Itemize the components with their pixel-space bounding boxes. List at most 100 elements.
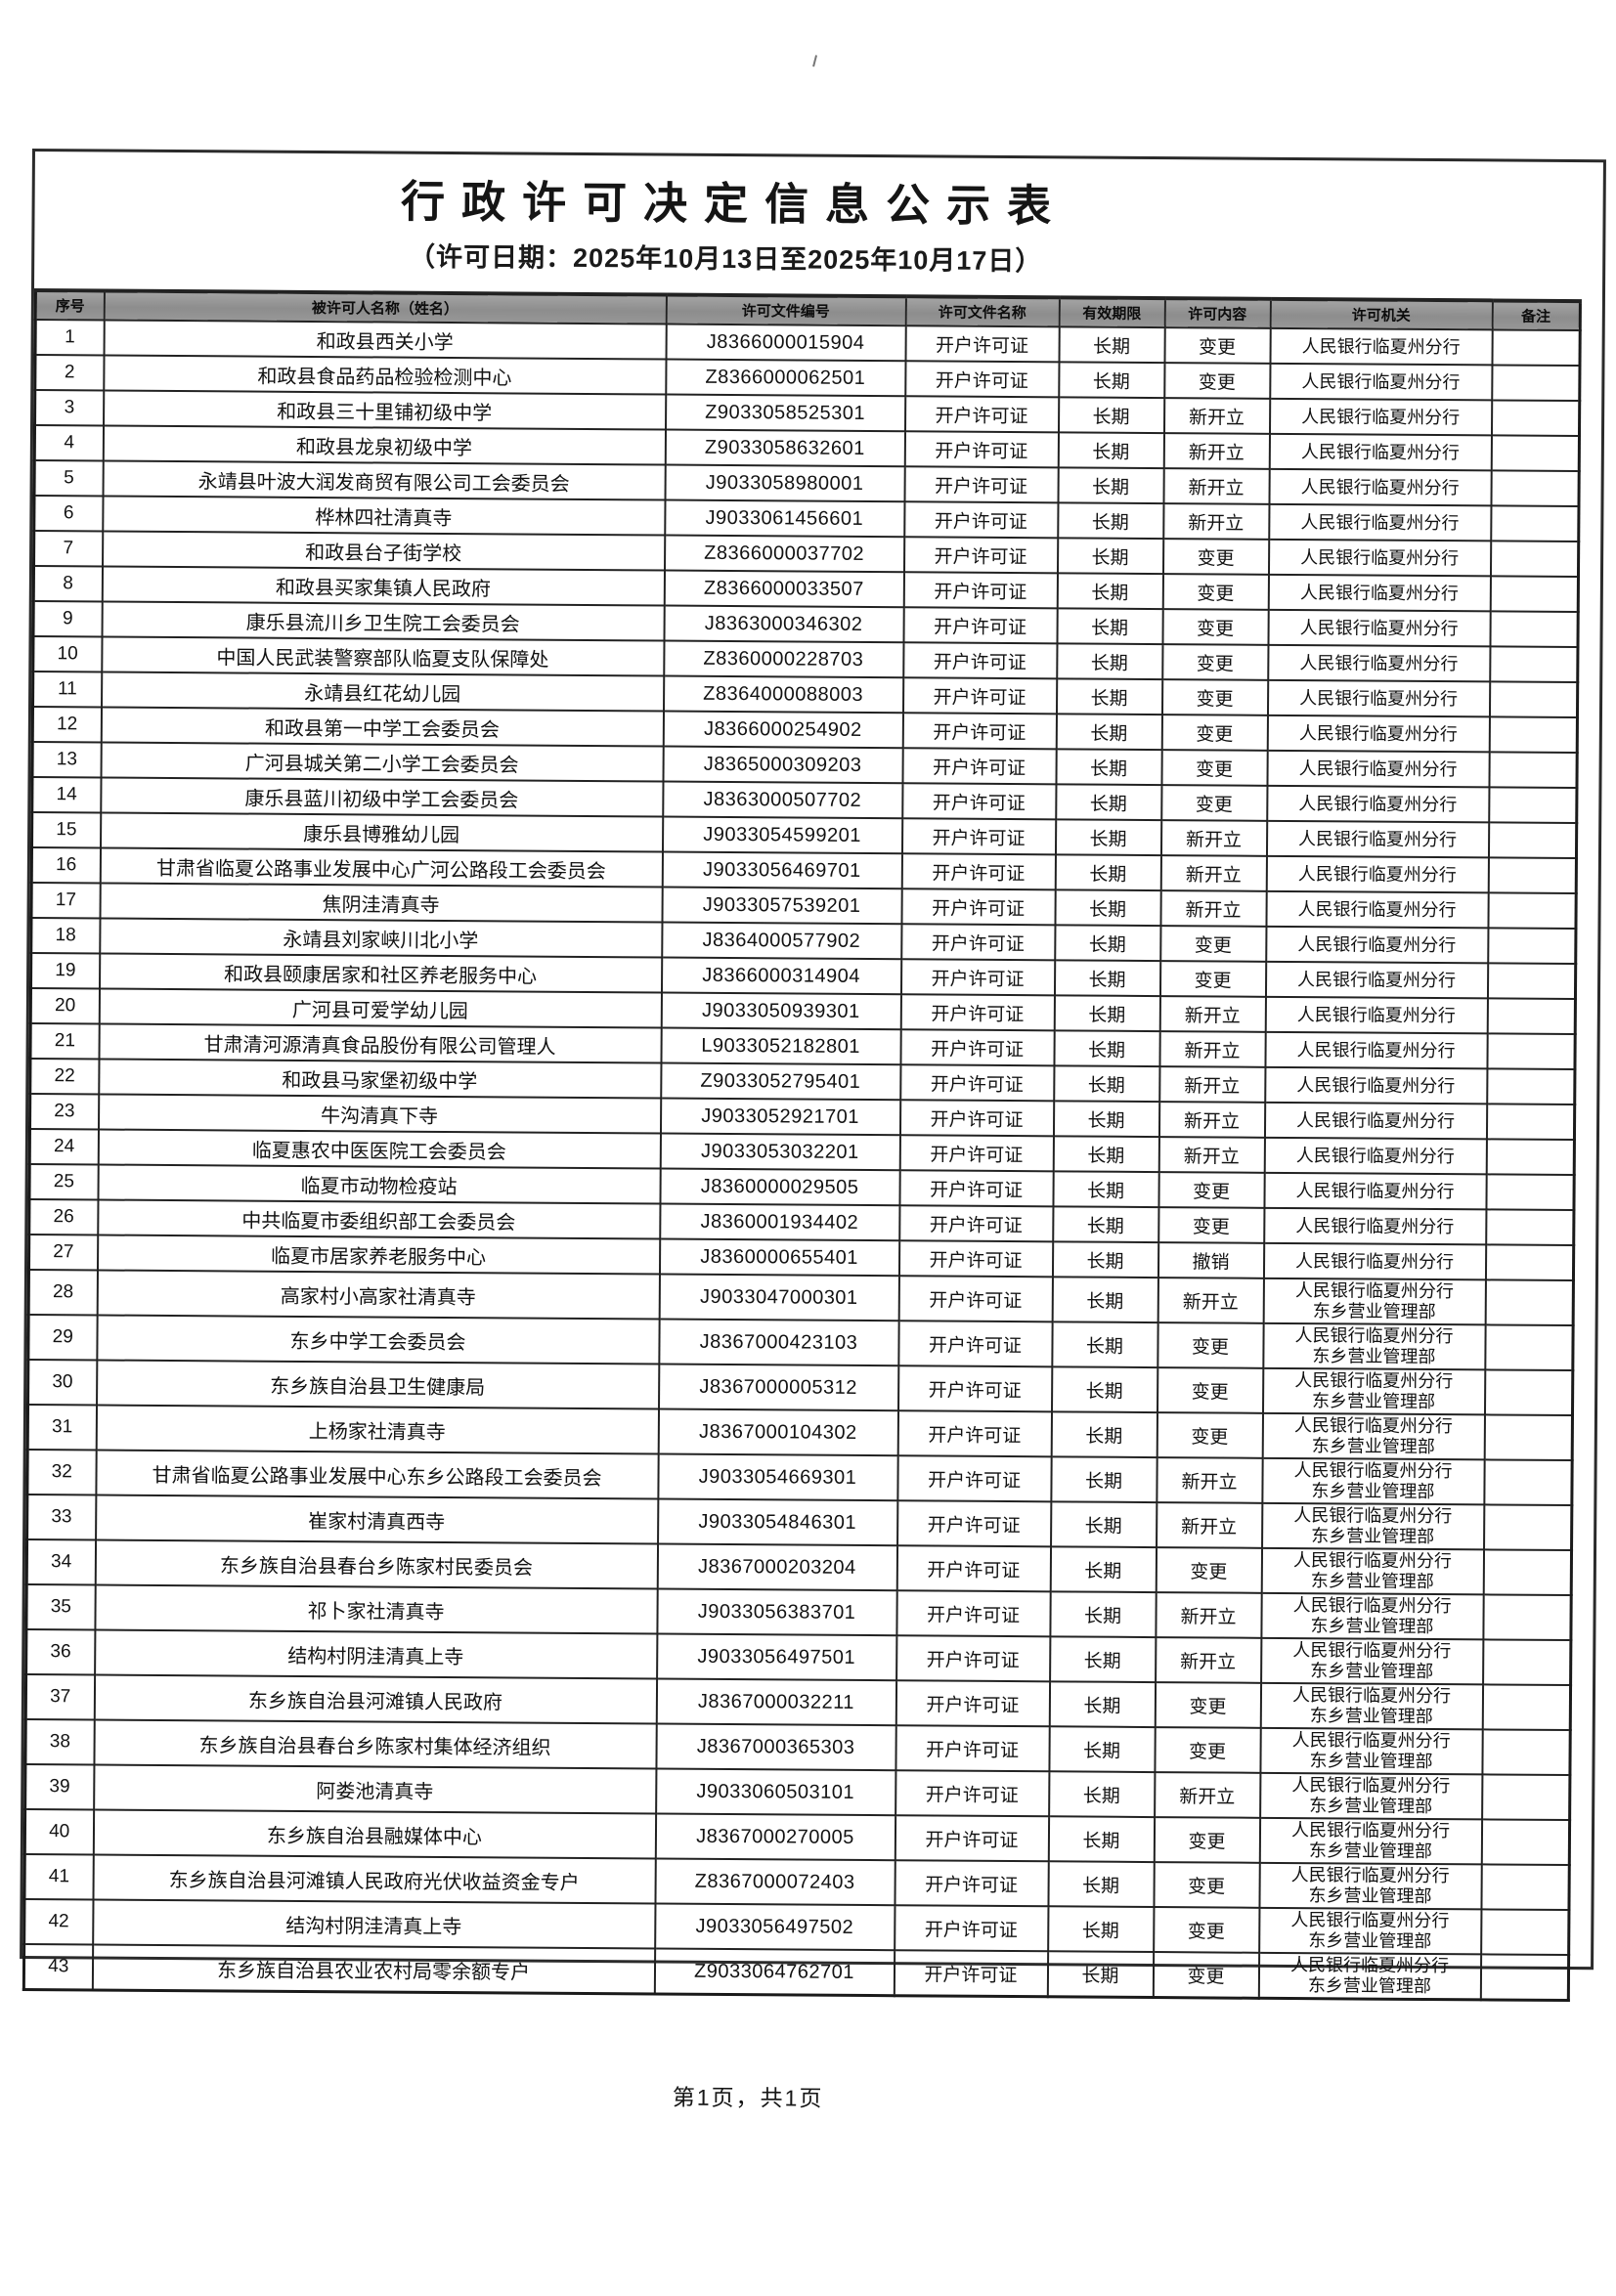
license-doc-number: J8360001934402 — [659, 1203, 899, 1241]
licensing-authority: 人民银行临夏州分行 — [1267, 644, 1490, 682]
licensee-name: 永靖县叶波大润发商贸有限公司工会委员会 — [103, 460, 666, 500]
license-doc-name: 开户许可证 — [904, 431, 1059, 468]
validity: 长期 — [1048, 1816, 1155, 1863]
licensing-authority: 人民银行临夏州分行 东乡营业管理部 — [1262, 1322, 1486, 1370]
licensee-name: 和政县食品药品检验检测中心 — [103, 355, 667, 395]
row-no: 29 — [27, 1315, 98, 1361]
licensee-name: 和政县马家堡初级中学 — [98, 1059, 661, 1099]
licensee-name: 高家村小高家社清真寺 — [97, 1270, 660, 1320]
table-body: 1 和政县西关小学 J8366000015904 开户许可证 长期 变更 人民银行临夏州分行… — [23, 320, 1581, 2001]
validity: 长期 — [1048, 1771, 1155, 1818]
license-doc-name: 开户许可证 — [901, 783, 1056, 820]
license-doc-name: 开户许可证 — [902, 642, 1057, 679]
remark — [1485, 1174, 1575, 1211]
licensing-authority: 人民银行临夏州分行 — [1266, 785, 1489, 823]
row-no: 38 — [24, 1718, 95, 1765]
row-no: 30 — [27, 1360, 97, 1406]
remark — [1482, 1639, 1571, 1686]
licensing-authority: 人民银行临夏州分行 — [1269, 363, 1492, 401]
license-doc-name: 开户许可证 — [905, 325, 1060, 363]
row-no: 28 — [28, 1270, 98, 1316]
license-doc-number: Z8366000033507 — [664, 570, 904, 608]
license-content: 变更 — [1157, 1172, 1265, 1208]
remark — [1491, 400, 1580, 437]
licensee-name: 和政县龙泉初级中学 — [103, 425, 666, 465]
remark — [1483, 1504, 1572, 1551]
licensing-authority: 人民银行临夏州分行 — [1267, 679, 1490, 717]
licensing-authority: 人民银行临夏州分行 — [1269, 398, 1492, 436]
license-content: 变更 — [1156, 1547, 1262, 1593]
col-header-license-content: 许可内容 — [1164, 298, 1271, 328]
license-content: 变更 — [1157, 1412, 1263, 1458]
license-doc-number: L9033052182801 — [660, 1027, 901, 1065]
licensee-name: 临夏市居家养老服务中心 — [97, 1235, 660, 1275]
row-no: 16 — [31, 847, 101, 884]
license-doc-number: J8367000104302 — [658, 1408, 898, 1456]
license-doc-name: 开户许可证 — [899, 1064, 1054, 1102]
licensing-authority: 人民银行临夏州分行 — [1265, 961, 1488, 999]
licensing-authority: 人民银行临夏州分行 — [1265, 926, 1488, 964]
row-no: 2 — [34, 355, 105, 391]
license-doc-name: 开户许可证 — [895, 1590, 1051, 1637]
license-doc-number: J9033047000301 — [659, 1274, 899, 1321]
licensee-name: 和政县颐康居家和社区养老服务中心 — [99, 953, 662, 993]
remark — [1488, 787, 1577, 824]
license-doc-number: J9033052921701 — [660, 1098, 900, 1136]
license-doc-name: 开户许可证 — [898, 1205, 1053, 1242]
remark — [1488, 857, 1577, 894]
license-content: 变更 — [1159, 926, 1266, 962]
licensing-authority: 人民银行临夏州分行 — [1265, 996, 1488, 1034]
license-content: 新开立 — [1155, 1637, 1261, 1683]
remark — [1486, 1139, 1575, 1176]
col-header-license-doc-number: 许可文件编号 — [666, 294, 906, 326]
license-doc-name: 开户许可证 — [900, 924, 1055, 961]
licensee-name: 东乡族自治县河滩镇人民政府 — [94, 1674, 657, 1724]
remark — [1487, 928, 1576, 965]
validity: 长期 — [1057, 538, 1163, 575]
license-doc-name: 开户许可证 — [897, 1321, 1053, 1367]
row-no: 42 — [23, 1898, 93, 1945]
validity: 长期 — [1055, 854, 1161, 891]
remark — [1480, 1864, 1570, 1911]
license-content: 新开立 — [1160, 855, 1267, 891]
license-doc-number: J9033057539201 — [661, 887, 902, 925]
licensee-name: 桦林四社清真寺 — [102, 496, 666, 536]
licensing-authority: 人民银行临夏州分行 — [1264, 1066, 1487, 1105]
license-content: 新开立 — [1163, 433, 1270, 469]
remark — [1484, 1414, 1573, 1461]
licensee-name: 和政县买家集镇人民政府 — [102, 566, 665, 606]
license-doc-name: 开户许可证 — [899, 1135, 1054, 1172]
licensing-authority: 人民银行临夏州分行 — [1269, 433, 1492, 471]
licensee-name: 康乐县蓝川初级中学工会委员会 — [100, 777, 663, 817]
license-content: 变更 — [1157, 1322, 1264, 1368]
license-doc-number: Z8366000062501 — [665, 359, 906, 397]
row-no: 18 — [30, 918, 101, 954]
license-content: 变更 — [1155, 1682, 1261, 1728]
license-doc-number: J8367000423103 — [658, 1319, 899, 1366]
licensing-authority: 人民银行临夏州分行 东乡营业管理部 — [1262, 1412, 1485, 1460]
remark — [1484, 1324, 1574, 1371]
licensing-authority: 人民银行临夏州分行 东乡营业管理部 — [1260, 1592, 1484, 1640]
license-content: 新开立 — [1154, 1772, 1260, 1818]
remark — [1488, 822, 1577, 859]
licensee-name: 中国人民武装警察部队临夏支队保障处 — [101, 636, 665, 676]
validity: 长期 — [1056, 608, 1163, 645]
row-no: 12 — [32, 707, 102, 743]
row-no: 23 — [29, 1094, 99, 1130]
remark — [1487, 963, 1576, 1000]
license-doc-name: 开户许可证 — [901, 818, 1056, 855]
validity: 长期 — [1053, 1101, 1159, 1138]
licensing-authority: 人民银行临夏州分行 — [1265, 890, 1489, 929]
license-doc-name: 开户许可证 — [898, 1276, 1053, 1322]
col-header-remark: 备注 — [1492, 300, 1581, 331]
row-no: 3 — [34, 390, 104, 426]
col-header-license-doc-name: 许可文件名称 — [905, 296, 1060, 327]
licensee-name: 结沟村阴洼清真上寺 — [92, 1899, 655, 1949]
validity: 长期 — [1052, 1277, 1158, 1323]
license-doc-number: J8360000029505 — [659, 1168, 900, 1206]
license-content: 变更 — [1154, 1727, 1261, 1773]
licensee-name: 临夏市动物检疫站 — [97, 1164, 661, 1204]
row-no: 22 — [29, 1059, 99, 1095]
license-doc-name: 开户许可证 — [904, 396, 1059, 433]
